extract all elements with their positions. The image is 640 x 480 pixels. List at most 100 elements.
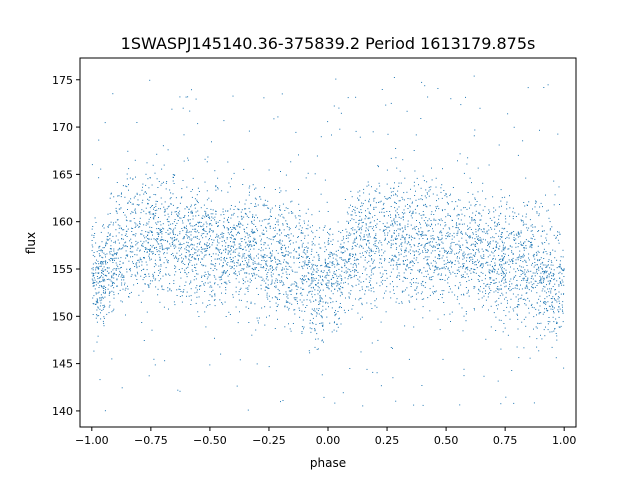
scatter-point — [285, 235, 287, 237]
scatter-point — [552, 273, 554, 274]
scatter-point — [119, 272, 121, 274]
scatter-point — [221, 190, 223, 192]
scatter-point — [266, 237, 268, 239]
scatter-point — [505, 278, 506, 280]
scatter-point — [302, 256, 304, 258]
scatter-point — [435, 241, 437, 243]
scatter-point — [395, 301, 397, 303]
scatter-point — [540, 300, 541, 302]
scatter-point — [279, 192, 281, 193]
scatter-point — [550, 272, 552, 274]
scatter-point — [449, 313, 451, 315]
scatter-point — [98, 139, 100, 141]
scatter-point — [430, 213, 432, 215]
scatter-point — [212, 213, 214, 215]
scatter-point — [508, 311, 510, 313]
scatter-point — [277, 298, 278, 300]
scatter-point — [101, 299, 103, 301]
scatter-point — [500, 234, 502, 235]
scatter-point — [480, 263, 482, 265]
scatter-point — [410, 286, 412, 287]
scatter-point — [354, 212, 356, 214]
scatter-point — [209, 304, 211, 306]
scatter-point — [311, 293, 313, 295]
scatter-point — [224, 227, 225, 229]
scatter-point — [555, 333, 557, 334]
scatter-point — [543, 311, 545, 313]
scatter-point — [198, 242, 200, 244]
scatter-point — [479, 219, 481, 221]
scatter-point — [523, 277, 525, 279]
scatter-point — [116, 212, 118, 214]
scatter-point — [354, 271, 355, 273]
scatter-point — [245, 306, 247, 308]
scatter-point — [271, 276, 273, 278]
scatter-point — [261, 220, 263, 222]
scatter-point — [478, 212, 480, 214]
scatter-point — [187, 220, 189, 222]
scatter-point — [477, 167, 479, 169]
scatter-point — [257, 253, 259, 255]
scatter-point — [431, 223, 432, 225]
scatter-point — [293, 250, 295, 252]
scatter-point — [441, 238, 443, 240]
scatter-point — [427, 262, 428, 264]
scatter-point — [228, 245, 230, 247]
scatter-point — [240, 223, 242, 225]
scatter-point — [325, 262, 327, 264]
scatter-point — [236, 275, 238, 277]
scatter-point — [535, 308, 537, 310]
scatter-point — [520, 219, 522, 221]
scatter-point — [328, 280, 330, 282]
scatter-point — [167, 287, 169, 289]
scatter-point — [307, 278, 309, 280]
scatter-point — [249, 253, 251, 255]
scatter-point — [116, 211, 118, 213]
scatter-point — [207, 245, 209, 246]
scatter-point — [220, 214, 222, 216]
scatter-point — [456, 298, 458, 300]
scatter-point — [555, 299, 557, 301]
scatter-point — [395, 203, 397, 204]
scatter-point — [492, 240, 494, 242]
scatter-point — [472, 249, 474, 250]
scatter-point — [382, 273, 384, 275]
scatter-point — [439, 232, 441, 234]
scatter-point — [417, 269, 419, 271]
scatter-point — [376, 188, 378, 190]
scatter-point — [548, 295, 550, 297]
scatter-point — [487, 296, 489, 298]
scatter-point — [420, 118, 422, 119]
scatter-point — [119, 208, 121, 210]
scatter-point — [285, 300, 287, 302]
scatter-point — [208, 273, 209, 275]
scatter-point — [250, 302, 252, 304]
scatter-point — [390, 157, 392, 159]
scatter-point — [337, 262, 339, 264]
scatter-point — [326, 273, 328, 275]
scatter-point — [308, 350, 310, 352]
scatter-point — [426, 206, 428, 208]
scatter-point — [289, 243, 291, 245]
scatter-point — [160, 197, 162, 199]
scatter-point — [388, 215, 389, 217]
scatter-point — [306, 264, 308, 266]
scatter-point — [282, 224, 284, 226]
scatter-point — [459, 404, 461, 406]
scatter-point — [544, 242, 546, 243]
scatter-point — [498, 235, 500, 237]
scatter-point — [458, 227, 459, 229]
scatter-point — [233, 209, 235, 210]
scatter-point — [527, 269, 529, 271]
scatter-point — [296, 297, 298, 299]
scatter-point — [129, 248, 131, 250]
scatter-point — [268, 287, 270, 289]
scatter-point — [370, 205, 371, 207]
scatter-point — [456, 205, 458, 207]
scatter-point — [469, 237, 471, 239]
scatter-point — [187, 237, 188, 239]
scatter-point — [440, 191, 442, 193]
scatter-point — [449, 233, 451, 235]
scatter-point — [175, 266, 177, 268]
scatter-point — [255, 242, 257, 244]
